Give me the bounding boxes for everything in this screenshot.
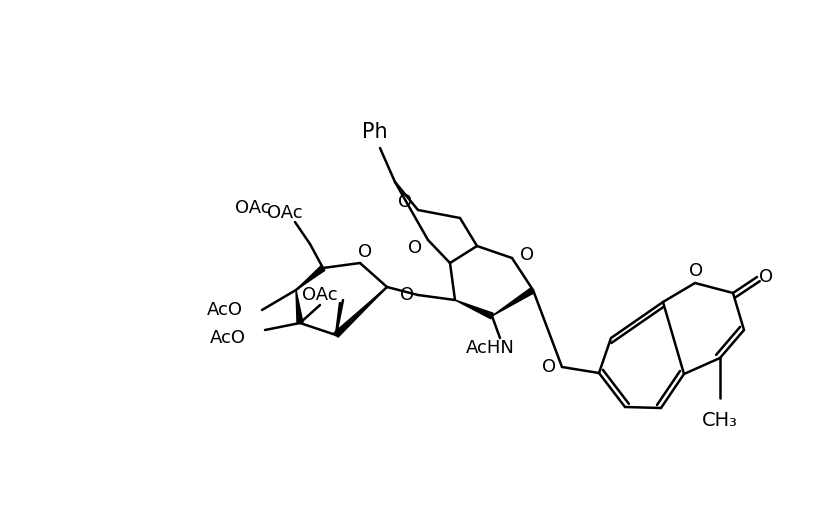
Polygon shape <box>296 290 303 323</box>
Text: O: O <box>358 243 372 261</box>
Text: AcO: AcO <box>207 301 243 319</box>
Polygon shape <box>455 300 493 319</box>
Polygon shape <box>334 287 387 337</box>
Text: O: O <box>400 286 414 304</box>
Text: O: O <box>398 193 412 211</box>
Text: OAc: OAc <box>302 286 337 304</box>
Text: O: O <box>542 358 556 376</box>
Polygon shape <box>296 266 325 290</box>
Text: AcO: AcO <box>210 329 246 347</box>
Text: O: O <box>759 268 773 286</box>
Text: O: O <box>408 239 422 257</box>
Text: AcHN: AcHN <box>466 339 514 357</box>
Text: CH₃: CH₃ <box>702 410 738 429</box>
Text: OAc: OAc <box>235 199 270 217</box>
Polygon shape <box>492 287 534 316</box>
Text: O: O <box>689 262 703 280</box>
Text: O: O <box>520 246 534 264</box>
Text: Ph: Ph <box>362 122 388 142</box>
Text: OAc: OAc <box>267 204 303 222</box>
